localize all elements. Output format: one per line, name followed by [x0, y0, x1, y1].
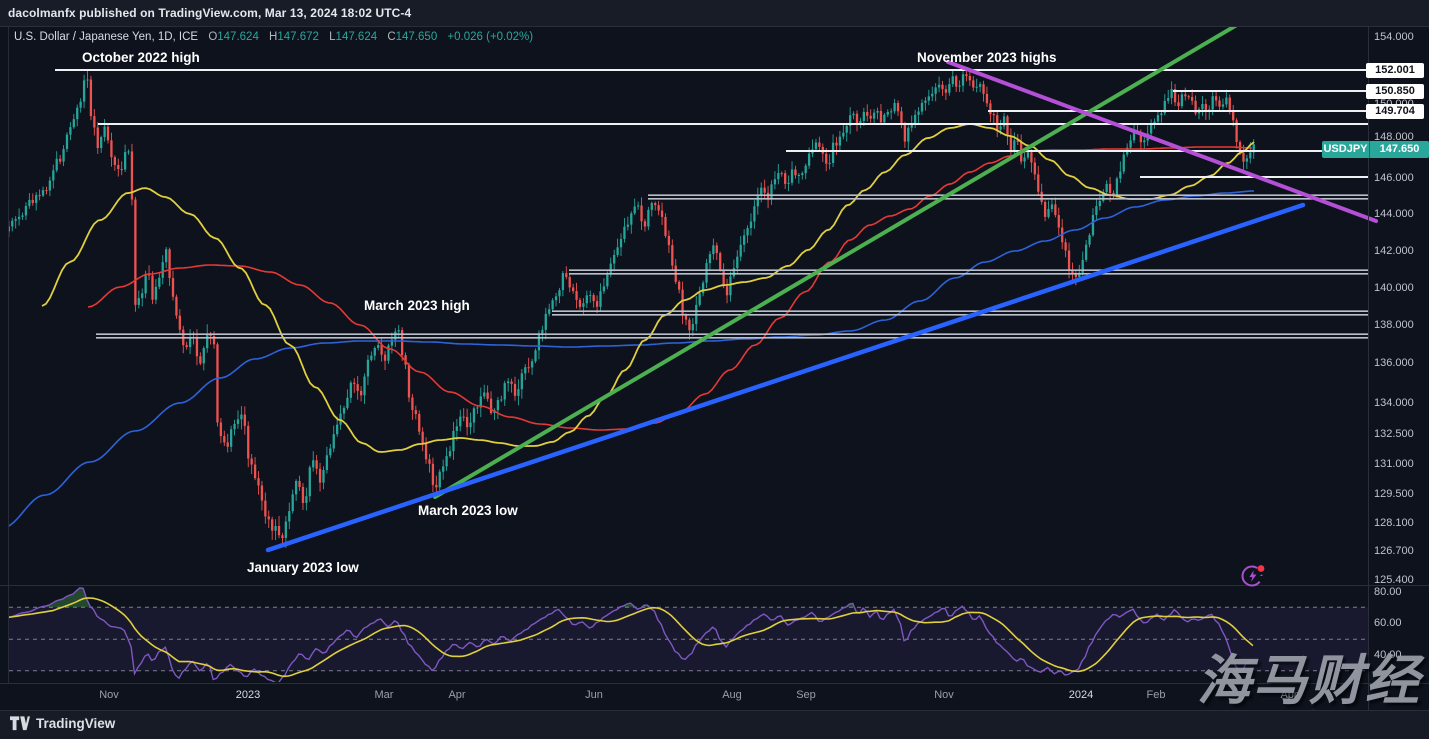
downtrend-from-november-2023-high [946, 60, 1378, 223]
level-price-label: 150.850 [1366, 83, 1424, 99]
time-axis-tick: 2024 [1068, 689, 1094, 701]
price-axis-tick: 138.000 [1374, 318, 1414, 331]
pane-left-border [8, 27, 9, 683]
uptrend-from-january-2023-low [265, 202, 1306, 553]
pane-divider[interactable] [0, 585, 1429, 586]
price-axis-tick: 144.000 [1374, 207, 1414, 220]
level-price-label: 152.001 [1366, 62, 1424, 78]
ma-slow-blue-line [9, 190, 1255, 527]
price-axis-tick: 128.100 [1374, 516, 1414, 529]
badge-symbol: USDJPY [1322, 140, 1370, 158]
price-axis-tick: 131.000 [1374, 457, 1414, 470]
time-axis-tick: Jun [585, 689, 603, 701]
symbol-legend[interactable]: U.S. Dollar / Japanese Yen, 1D, ICE O147… [14, 31, 533, 43]
open-value: 147.624 [217, 31, 259, 43]
time-axis-tick: 2023 [235, 689, 261, 701]
badge-price: 147.650 [1379, 142, 1420, 155]
time-axis-tick: Aug [722, 689, 742, 701]
tradingview-logo-icon [10, 716, 30, 731]
price-axis-tick: 125.400 [1374, 573, 1414, 586]
tradingview-logo[interactable]: TradingView [10, 716, 115, 731]
close-label: C [387, 31, 396, 43]
time-axis-tick: Apr [1280, 689, 1298, 701]
notification-dot [1257, 565, 1265, 572]
price-axis-tick: 132.500 [1374, 427, 1414, 440]
level-price-label: 149.704 [1366, 103, 1424, 119]
tradingview-logo-text: TradingView [36, 716, 116, 731]
attribution-text: dacolmanfx published on TradingView.com,… [8, 6, 412, 20]
rsi-line [9, 587, 1254, 682]
change-value: +0.026 (+0.02%) [447, 31, 534, 43]
annotation-label[interactable]: March 2023 high [364, 298, 470, 313]
time-axis-tick: Nov [934, 689, 954, 701]
time-axis-tick: Apr [448, 689, 466, 701]
support-resistance-levels [55, 69, 1368, 339]
time-axis-tick: Nov [99, 689, 119, 701]
attribution-bar: dacolmanfx published on TradingView.com,… [0, 0, 1429, 27]
price-axis-tick: 40.00 [1374, 648, 1402, 661]
high-value: 147.672 [277, 31, 319, 43]
lightning-icon[interactable] [1240, 562, 1266, 588]
time-axis-border [0, 683, 1429, 684]
watermark-brand-cn: 海马财经 [1197, 651, 1421, 711]
time-axis-tick: Feb [1146, 689, 1166, 701]
last-price-badge: USDJPY 147.650 [1322, 140, 1429, 158]
candlestick-series [9, 68, 1255, 548]
chart-canvas[interactable] [0, 0, 1429, 710]
annotation-label[interactable]: March 2023 low [418, 503, 518, 518]
symbol-title: U.S. Dollar / Japanese Yen, 1D, ICE [14, 31, 199, 43]
price-axis-tick: 126.700 [1374, 544, 1414, 557]
annotation-label[interactable]: November 2023 highs [917, 50, 1057, 65]
price-axis-tick: 80.00 [1374, 585, 1402, 598]
price-axis-tick: 136.000 [1374, 356, 1414, 369]
price-axis-tick: 146.000 [1374, 171, 1414, 184]
rsi-ma-line [9, 597, 1254, 678]
low-label: L [329, 31, 336, 43]
price-axis-tick: 154.000 [1374, 30, 1414, 43]
open-label: O [208, 31, 218, 43]
price-axis-tick: 148.000 [1374, 130, 1414, 143]
annotation-label[interactable]: January 2023 low [247, 560, 359, 575]
price-axis-tick: 134.000 [1374, 396, 1414, 409]
ma-fast-yellow-line [41, 123, 1255, 453]
price-axis-tick: 140.000 [1374, 281, 1414, 294]
price-axis-tick: 142.000 [1374, 244, 1414, 257]
price-axis-tick: 129.500 [1374, 487, 1414, 500]
ma-mid-red-line [87, 146, 1253, 431]
annotation-label[interactable]: October 2022 high [82, 50, 200, 65]
footer-bar [0, 710, 1429, 739]
trendlines [265, 27, 1378, 553]
price-axis-tick: 60.00 [1374, 616, 1402, 629]
high-label: H [269, 31, 278, 43]
uptrend-from-march-2023-low [433, 27, 1238, 499]
close-value: 147.650 [395, 31, 438, 43]
time-axis-tick: Mar [374, 689, 394, 701]
time-axis-tick: Sep [796, 689, 816, 701]
low-value: 147.624 [335, 31, 378, 43]
price-axis-border[interactable] [1368, 27, 1369, 710]
